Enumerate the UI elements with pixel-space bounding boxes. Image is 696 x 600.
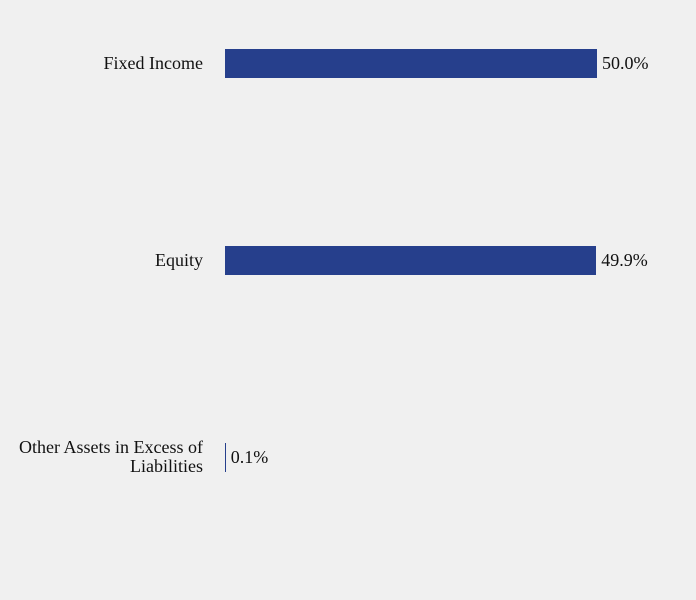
value-label: 0.1%	[230, 447, 269, 467]
category-label: Other Assets in Excess of Liabilities	[19, 437, 203, 476]
bar	[225, 48, 597, 78]
bar	[225, 245, 597, 275]
category-label: Fixed Income	[103, 52, 203, 73]
bar	[225, 442, 226, 472]
value-label: 50.0%	[602, 53, 649, 73]
value-label: 49.9%	[601, 250, 648, 270]
category-label: Equity	[155, 249, 203, 270]
